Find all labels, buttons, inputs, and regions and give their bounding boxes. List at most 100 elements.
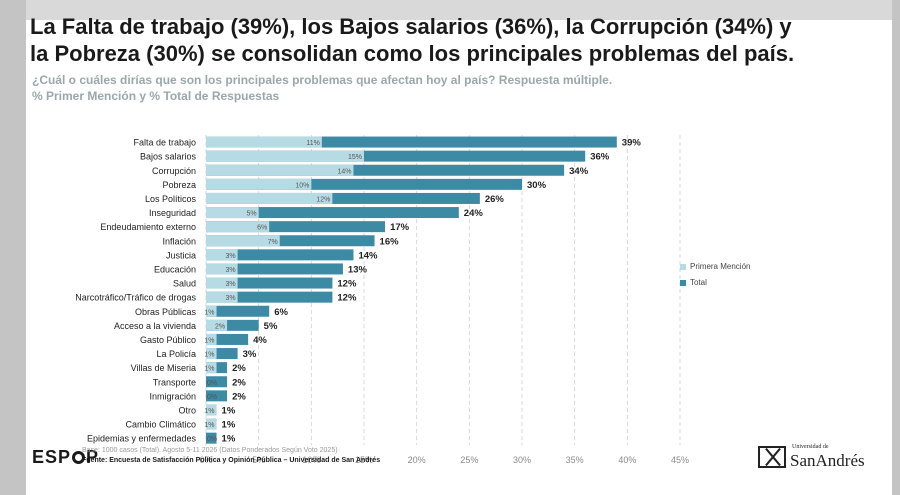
category-label: Salud	[173, 279, 196, 289]
data-label-primera: 3%	[225, 253, 235, 260]
category-label: Cambio Climático	[125, 420, 196, 430]
data-label-total: 34%	[569, 166, 589, 177]
title-line-2: la Pobreza (30%) se consolidan como los …	[30, 41, 795, 66]
data-label-primera: 14%	[337, 168, 351, 175]
data-label-primera: 1%	[204, 337, 214, 344]
bar-total	[206, 277, 333, 289]
x-tick-label: 0%	[199, 455, 212, 465]
bar-primera-mencion	[206, 263, 238, 275]
category-label: Gasto Público	[140, 335, 196, 345]
bar-total	[206, 221, 386, 233]
category-label: Narcotráfico/Tráfico de drogas	[75, 293, 196, 303]
bar-primera-mencion	[206, 192, 333, 204]
data-label-total: 39%	[622, 138, 642, 149]
data-label-total: 36%	[590, 152, 610, 163]
category-label: Inmigración	[149, 391, 196, 401]
legend-label-primera: Primera Mención	[690, 262, 751, 271]
x-tick-label: 15%	[355, 455, 373, 465]
x-tick-label: 20%	[408, 455, 426, 465]
data-label-primera: 10%	[295, 182, 309, 189]
data-label-total: 17%	[390, 222, 410, 233]
data-label-primera: 0%	[207, 394, 217, 401]
data-label-primera: 3%	[225, 295, 235, 302]
source-note: Fuente: Encuesta de Satisfacción Polític…	[82, 457, 381, 464]
udesa-logo: Universidad de SanAndrés	[758, 442, 878, 472]
page-title: La Falta de trabajo (39%), los Bajos sal…	[30, 13, 850, 67]
data-label-primera: 11%	[306, 140, 320, 147]
data-label-primera: 15%	[348, 154, 362, 161]
category-label: Pobreza	[162, 180, 196, 190]
x-tick-label: 45%	[671, 455, 689, 465]
bar-primera-mencion	[206, 136, 322, 148]
base-note: Base: 1000 casos (Total). Agosto 5-11 20…	[82, 447, 338, 454]
data-label-total: 24%	[464, 208, 484, 219]
category-label: Transporte	[153, 377, 196, 387]
bar-total	[206, 291, 333, 303]
x-tick-label: 35%	[566, 455, 584, 465]
bar-primera-mencion	[206, 319, 228, 331]
bar-total	[206, 376, 228, 388]
bar-primera-mencion	[206, 333, 217, 345]
bar-primera-mencion	[206, 164, 354, 176]
bar-total	[206, 263, 343, 275]
category-label: Inseguridad	[149, 208, 196, 218]
bar-total	[206, 207, 459, 219]
bar-total	[206, 150, 586, 162]
bar-total	[206, 192, 480, 204]
bar-total	[206, 305, 270, 317]
legend-item-total: Total	[680, 278, 750, 287]
bar-primera-mencion	[206, 348, 217, 360]
data-label-total: 30%	[527, 180, 547, 191]
bar-total	[206, 319, 259, 331]
bar-total	[206, 390, 228, 402]
category-label: Endeudamiento externo	[100, 222, 196, 232]
bar-primera-mencion	[206, 235, 280, 247]
category-label: Acceso a la vivienda	[114, 321, 196, 331]
bar-total	[206, 432, 217, 444]
bar-primera-mencion	[206, 362, 217, 374]
data-label-primera: 6%	[257, 225, 267, 232]
category-label: Corrupción	[152, 166, 196, 176]
bar-total	[206, 164, 565, 176]
data-label-total: 12%	[337, 279, 357, 290]
data-label-primera: 3%	[225, 267, 235, 274]
bar-primera-mencion	[206, 404, 217, 416]
x-tick-label: 25%	[460, 455, 478, 465]
chart-legend: Primera Mención Total	[680, 262, 750, 294]
data-label-primera: 1%	[204, 366, 214, 373]
title-line-1: La Falta de trabajo (39%), los Bajos sal…	[30, 14, 792, 39]
data-label-total: 1%	[222, 434, 236, 445]
data-label-total: 4%	[253, 335, 267, 346]
category-label: Inflación	[162, 236, 196, 246]
data-label-primera: 0%	[207, 436, 217, 443]
data-label-total: 12%	[337, 293, 357, 304]
category-label: Justicia	[166, 250, 196, 260]
bar-primera-mencion	[206, 150, 364, 162]
category-label: La Policía	[156, 349, 196, 359]
data-label-primera: 3%	[225, 281, 235, 288]
data-label-total: 13%	[348, 264, 368, 275]
chart-subtitle-2: % Primer Mención y % Total de Respuestas	[32, 89, 280, 103]
x-tick-label: 10%	[302, 455, 320, 465]
legend-swatch-primera	[680, 263, 686, 270]
category-label: Villas de Miseria	[131, 363, 196, 373]
data-label-primera: 1%	[204, 408, 214, 415]
bar-total	[206, 136, 617, 148]
data-label-total: 16%	[380, 236, 400, 247]
data-label-total: 26%	[485, 194, 505, 205]
data-label-total: 3%	[243, 349, 257, 360]
data-label-total: 2%	[232, 377, 246, 388]
category-label: Obras Públicas	[135, 307, 197, 317]
udesa-logo-big: SanAndrés	[790, 451, 865, 470]
bar-total	[206, 178, 522, 190]
data-label-primera: 7%	[268, 239, 278, 246]
data-label-primera: 0%	[207, 380, 217, 387]
data-label-total: 2%	[232, 391, 246, 402]
bar-primera-mencion	[206, 305, 217, 317]
x-tick-label: 5%	[252, 455, 265, 465]
category-label: Falta de trabajo	[133, 138, 196, 148]
top-strip	[26, 0, 892, 20]
bar-primera-mencion	[206, 178, 312, 190]
x-tick-label: 40%	[618, 455, 636, 465]
